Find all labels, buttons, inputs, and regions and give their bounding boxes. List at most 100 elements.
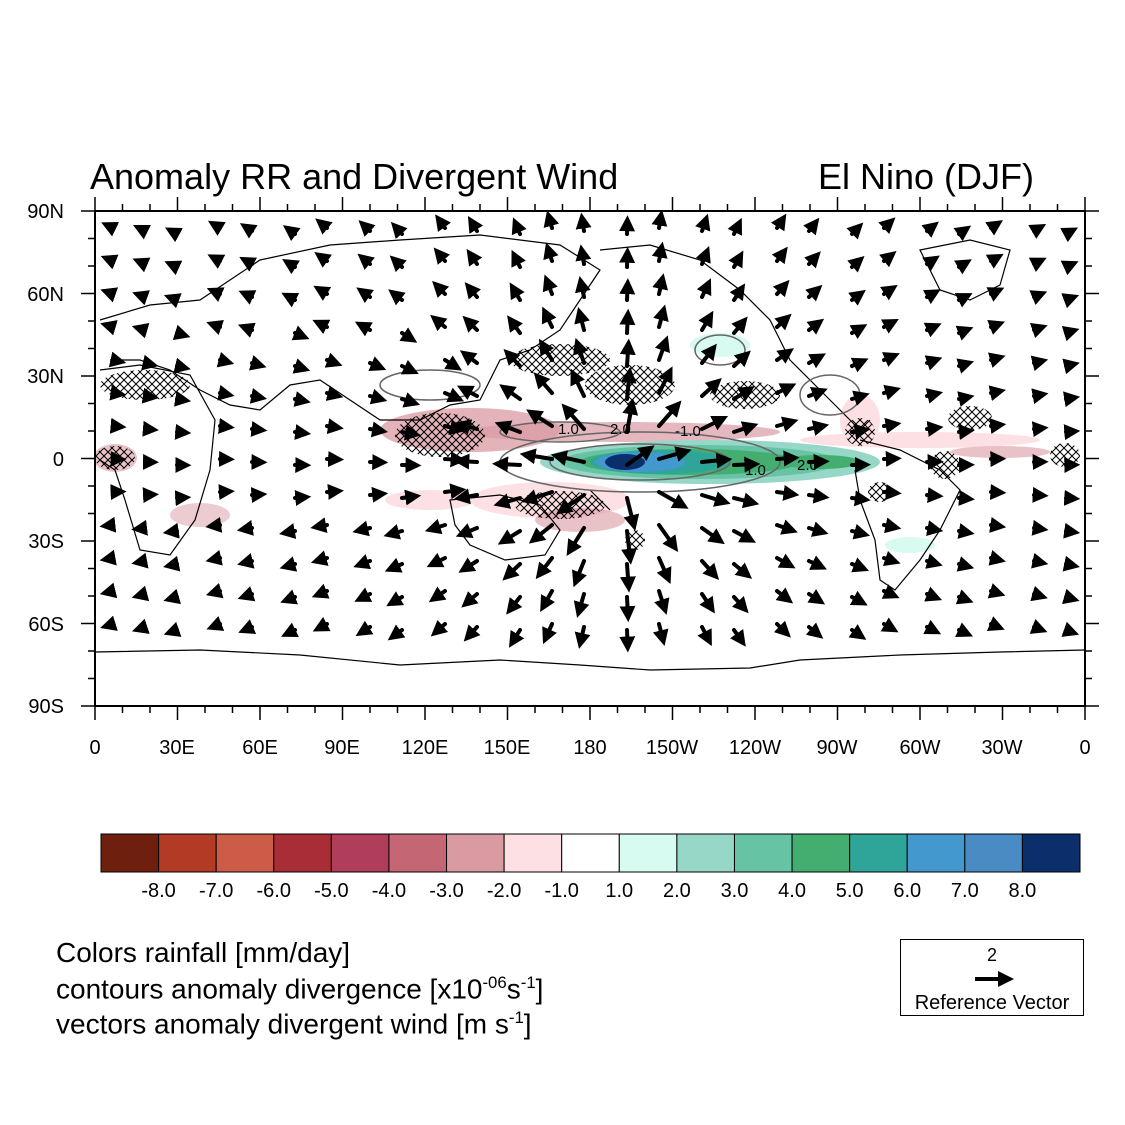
wind-vector: [131, 519, 148, 536]
wind-vector: [281, 622, 299, 638]
colorbar-label: 4.0: [778, 880, 806, 902]
wind-vector: [249, 388, 268, 404]
wind-vector: [657, 490, 689, 509]
wind-vector: [922, 255, 940, 271]
wind-vector: [732, 421, 759, 437]
wind-vector: [443, 451, 467, 468]
wind-vector: [1030, 355, 1049, 372]
wind-vector: [921, 221, 939, 238]
wind-vector: [312, 616, 331, 632]
wind-vector: [727, 217, 743, 236]
wind-vector: [499, 384, 522, 401]
wind-vector: [508, 628, 525, 648]
wind-vector: [651, 211, 668, 230]
wind-vector: [625, 445, 655, 467]
reference-vector-box: 2 Reference Vector: [900, 939, 1084, 1016]
wind-vector: [1060, 260, 1079, 276]
wind-vector: [466, 248, 483, 267]
wind-vector: [695, 213, 711, 233]
wind-vector: [700, 526, 725, 545]
wind-vector: [100, 287, 119, 303]
wind-vector: [368, 486, 389, 503]
wind-vector: [987, 319, 1005, 335]
wind-vector: [556, 493, 586, 515]
colorbar-label: 3.0: [720, 880, 749, 902]
wind-vector: [695, 245, 711, 266]
wind-vector: [99, 516, 117, 533]
wind-vector: [561, 403, 586, 431]
wind-vector: [775, 519, 798, 535]
wind-vector: [357, 253, 375, 270]
wind-vector: [237, 553, 255, 569]
wind-vector: [652, 622, 669, 646]
wind-vector: [573, 337, 589, 365]
wind-vector: [542, 622, 557, 645]
wind-vector: [311, 583, 330, 599]
lat-label-eq: 0: [52, 449, 64, 471]
wind-vector: [131, 322, 150, 339]
colorbar-label: -4.0: [371, 880, 407, 902]
wind-vector: [989, 418, 1007, 435]
lon-label: 90E: [324, 737, 360, 759]
wind-vector: [1031, 519, 1049, 536]
wind-vector: [132, 290, 150, 306]
wind-vector: [806, 318, 825, 335]
wind-vector: [807, 555, 827, 570]
colorbar: [100, 833, 1081, 873]
wind-vector: [1061, 293, 1080, 309]
wind-vector: [848, 624, 867, 640]
wind-vector: [878, 217, 896, 235]
wind-vector: [533, 372, 554, 395]
colorbar-box: [446, 833, 505, 873]
lon-label: 120W: [728, 737, 782, 759]
wind-vector: [503, 348, 522, 368]
wind-vector: [731, 316, 748, 335]
wind-vector: [1060, 227, 1079, 243]
wind-vector: [133, 225, 151, 240]
wind-vector: [542, 274, 558, 296]
wind-vector: [619, 278, 636, 302]
wind-vector: [619, 338, 636, 368]
wind-vector: [206, 616, 225, 631]
wind-vector: [248, 355, 267, 371]
colorbar-box: [849, 833, 908, 873]
wind-vector: [386, 591, 405, 607]
wind-vector: [280, 589, 299, 605]
lon-label: 0: [1079, 737, 1091, 759]
wind-vector: [986, 616, 1005, 631]
wind-vector: [925, 420, 944, 437]
wind-vector: [925, 553, 943, 569]
wind-vector: [312, 319, 331, 335]
wind-vector: [807, 353, 826, 369]
wind-vector: [846, 222, 864, 240]
lon-label: 120E: [401, 737, 449, 759]
reference-vector-magnitude: 2: [986, 945, 997, 965]
colorbar-box: [158, 833, 217, 873]
wind-vector: [696, 278, 712, 299]
wind-vector: [279, 556, 298, 572]
wind-vector: [957, 490, 975, 506]
wind-vector: [457, 385, 479, 401]
wind-vector: [772, 279, 790, 298]
wind-vector: [207, 220, 226, 236]
wind-vector: [163, 588, 182, 605]
wind-vector: [574, 625, 591, 649]
wind-vector: [574, 307, 590, 332]
wind-vector: [1031, 421, 1049, 438]
wind-vector: [502, 562, 522, 581]
wind-vector: [538, 338, 555, 362]
wind-vector: [492, 456, 522, 473]
lat-label-90s: 90S: [28, 696, 64, 718]
wind-vector: [443, 387, 465, 403]
wind-vector: [453, 453, 479, 470]
wind-vector: [619, 595, 636, 623]
wind-vector: [239, 256, 258, 272]
wind-vector: [882, 417, 902, 434]
wind-vector: [237, 322, 256, 338]
wind-vector: [141, 354, 159, 371]
wind-vector: [619, 308, 636, 335]
wind-vector: [882, 550, 901, 567]
wind-vector: [368, 388, 388, 405]
wind-vector: [400, 424, 422, 441]
wind-vector: [131, 585, 150, 602]
